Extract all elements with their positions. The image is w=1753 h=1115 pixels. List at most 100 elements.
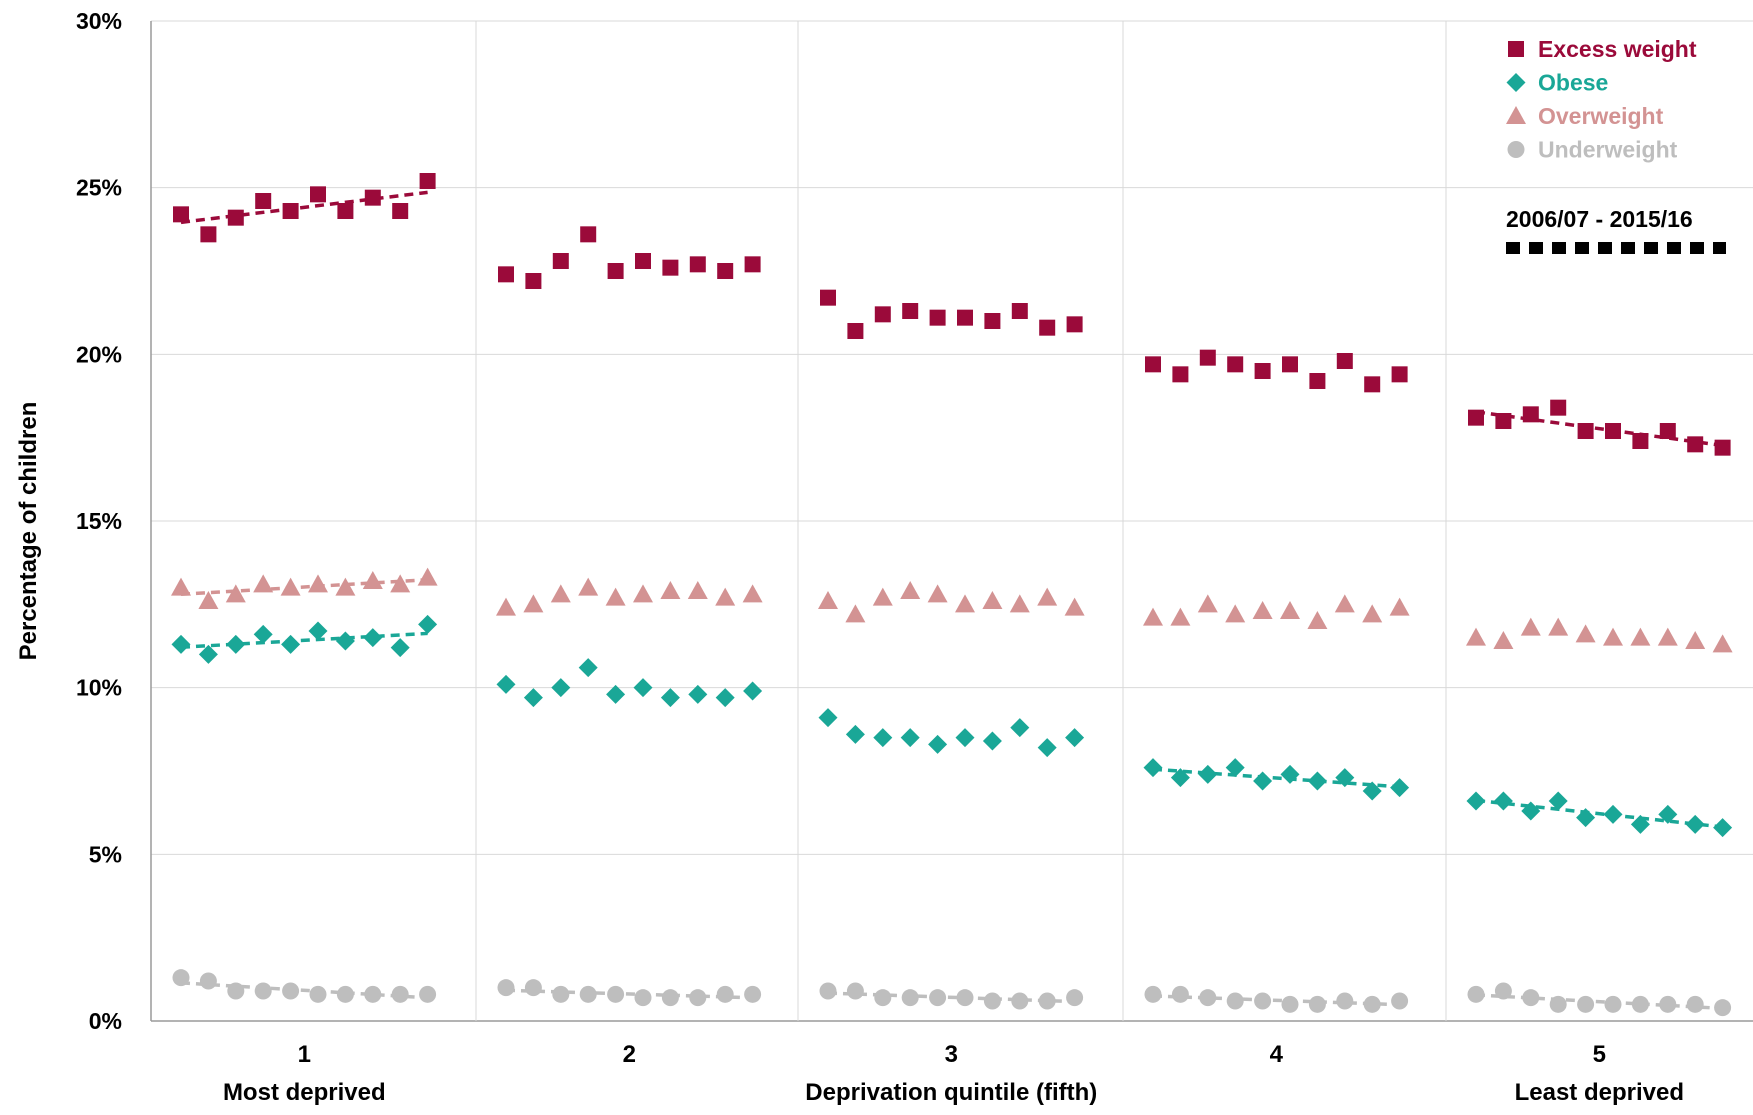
data-point — [254, 982, 272, 1000]
data-point — [1603, 627, 1623, 646]
data-point — [337, 203, 354, 219]
data-point — [929, 989, 947, 1007]
data-point — [900, 581, 921, 599]
data-point — [1281, 995, 1299, 1013]
data-point — [982, 731, 1002, 751]
trend-line — [505, 988, 753, 1000]
data-point — [1712, 634, 1733, 653]
data-point — [417, 567, 438, 586]
data-point — [660, 688, 680, 708]
data-point — [1064, 597, 1085, 616]
data-point — [1171, 985, 1189, 1003]
data-point — [717, 263, 734, 279]
legend-label: Overweight — [1538, 103, 1664, 129]
y-tick-label: 15% — [76, 508, 122, 534]
data-point — [552, 985, 570, 1003]
data-point — [1199, 349, 1216, 366]
data-point — [715, 688, 735, 708]
data-point — [845, 724, 865, 744]
trend-line — [1152, 767, 1400, 789]
legend-label: Excess weight — [1538, 36, 1697, 62]
data-point — [607, 985, 625, 1003]
trend-line — [180, 631, 428, 649]
data-point — [1336, 353, 1353, 369]
data-point — [364, 985, 382, 1003]
trend-line — [180, 577, 428, 597]
legend-marker — [1506, 106, 1526, 124]
data-point — [1170, 768, 1190, 788]
data-point — [1145, 356, 1161, 373]
y-tick-label: 5% — [89, 841, 122, 867]
data-point — [818, 708, 838, 728]
data-point — [523, 594, 544, 613]
data-point — [227, 209, 244, 226]
data-point — [1308, 995, 1326, 1013]
data-point — [1466, 791, 1486, 811]
data-point — [820, 289, 836, 306]
data-point — [335, 577, 356, 596]
x-tick-label: 4 — [1270, 1041, 1284, 1068]
data-point — [901, 989, 919, 1007]
data-point — [1066, 316, 1083, 333]
data-point — [1389, 597, 1410, 616]
data-point — [1493, 631, 1514, 649]
data-point — [1577, 995, 1595, 1013]
trend-line — [827, 991, 1075, 1004]
data-point — [418, 614, 438, 634]
data-point — [1364, 376, 1381, 393]
data-point — [1630, 814, 1650, 834]
marker-layer — [171, 173, 1733, 1017]
data-point — [1522, 406, 1539, 423]
data-point — [1334, 594, 1355, 613]
data-point — [1039, 319, 1056, 336]
data-point — [308, 574, 328, 593]
data-point — [172, 969, 190, 987]
data-point — [1685, 631, 1706, 649]
data-point — [550, 584, 571, 603]
data-point — [226, 634, 246, 654]
data-point — [1037, 587, 1058, 606]
legend-label: Underweight — [1538, 137, 1678, 163]
data-point — [580, 226, 597, 243]
data-point — [1685, 814, 1705, 834]
data-point — [742, 584, 763, 603]
data-point — [1550, 399, 1567, 416]
trend-line — [180, 190, 428, 225]
data-point — [744, 985, 762, 1003]
data-point — [1493, 791, 1513, 811]
data-point — [392, 203, 409, 219]
data-point — [496, 674, 516, 694]
data-point — [1603, 804, 1623, 824]
data-point — [929, 309, 946, 326]
trend-line — [1475, 993, 1723, 1011]
data-point — [716, 985, 734, 1003]
data-point — [1576, 808, 1596, 828]
data-point — [1225, 604, 1246, 623]
data-point — [391, 985, 409, 1003]
legend-marker — [1507, 141, 1525, 158]
data-point — [225, 584, 246, 603]
trend-line — [1152, 994, 1400, 1007]
data-point — [227, 982, 245, 1000]
data-point — [1632, 433, 1649, 449]
data-point — [1659, 995, 1677, 1013]
data-point — [1713, 818, 1733, 838]
trend-line — [1475, 798, 1723, 829]
data-point — [1522, 989, 1540, 1007]
data-point — [1468, 409, 1484, 426]
data-point — [1577, 423, 1594, 439]
data-point — [715, 587, 736, 606]
data-point — [1548, 791, 1568, 811]
data-point — [363, 628, 383, 648]
data-point — [634, 989, 652, 1007]
data-point — [1198, 764, 1218, 784]
trend-note-label: 2006/07 - 2015/16 — [1506, 206, 1693, 232]
data-point — [199, 972, 217, 990]
data-point — [1066, 989, 1084, 1007]
data-point — [1391, 366, 1408, 383]
data-point — [662, 259, 679, 276]
data-point — [819, 982, 837, 1000]
data-point — [198, 644, 218, 664]
data-point — [1065, 728, 1085, 748]
